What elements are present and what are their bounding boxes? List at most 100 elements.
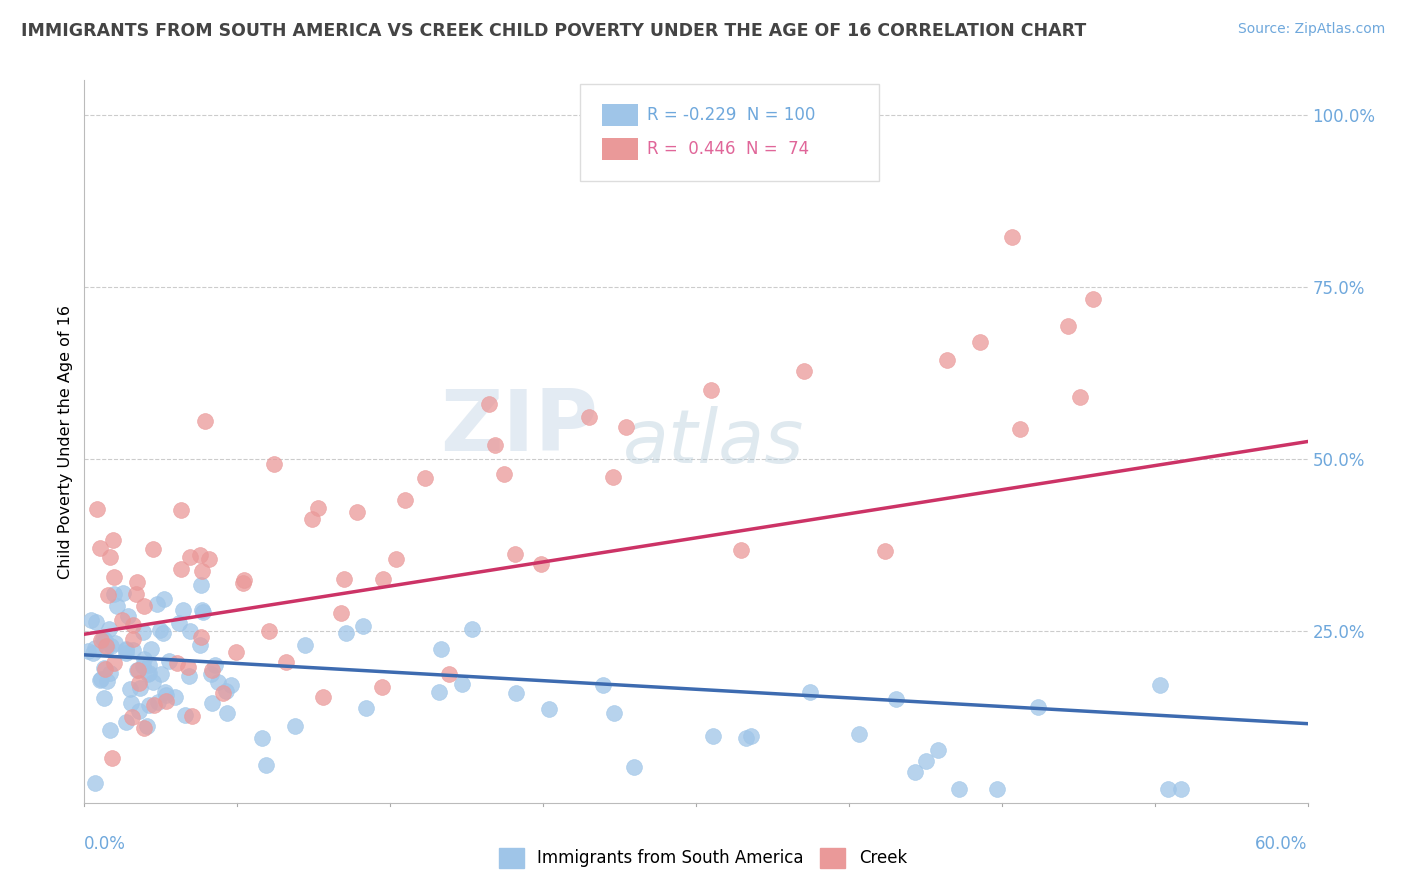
Point — [120, 697, 142, 711]
Point — [103, 533, 125, 547]
Point — [138, 657, 160, 672]
Point — [211, 686, 233, 700]
Point — [90, 632, 112, 647]
Point — [117, 609, 139, 624]
Point — [111, 586, 134, 600]
FancyBboxPatch shape — [579, 84, 880, 181]
Point — [179, 624, 201, 639]
Point — [177, 660, 200, 674]
Point — [385, 551, 408, 566]
Point — [354, 701, 377, 715]
Point — [1149, 678, 1171, 692]
Point — [103, 587, 125, 601]
Point — [163, 690, 186, 704]
Point — [263, 458, 285, 472]
Point — [875, 544, 897, 558]
Point — [284, 719, 307, 733]
Point — [173, 708, 195, 723]
Point — [792, 364, 814, 378]
Point — [149, 623, 172, 637]
Point — [936, 353, 959, 368]
Point — [132, 624, 155, 639]
Point — [181, 709, 204, 723]
Point — [492, 467, 515, 481]
Point — [439, 667, 461, 681]
Point — [115, 647, 138, 661]
Point — [352, 619, 374, 633]
Text: 0.0%: 0.0% — [84, 835, 127, 854]
Point — [138, 698, 160, 713]
Point — [848, 727, 870, 741]
Point — [1057, 319, 1080, 334]
Point — [121, 710, 143, 724]
Point — [104, 636, 127, 650]
Point — [152, 626, 174, 640]
Point — [114, 714, 136, 729]
Point — [159, 654, 181, 668]
Point — [294, 638, 316, 652]
Point — [103, 570, 125, 584]
Point — [948, 782, 970, 797]
Point — [451, 677, 474, 691]
Point — [740, 729, 762, 743]
Point — [592, 678, 614, 692]
Point — [427, 685, 450, 699]
Point — [1156, 782, 1178, 797]
Point — [138, 666, 160, 681]
Legend: Immigrants from South America, Creek: Immigrants from South America, Creek — [492, 841, 914, 875]
Point — [602, 470, 624, 484]
Point — [603, 706, 626, 721]
Point — [276, 655, 298, 669]
Point — [136, 666, 159, 681]
Point — [730, 542, 752, 557]
Point — [132, 599, 155, 613]
Point — [503, 547, 526, 561]
Point — [332, 572, 354, 586]
Point — [100, 751, 122, 765]
Point — [221, 678, 243, 692]
Point — [232, 575, 254, 590]
Point — [84, 776, 107, 790]
Point — [97, 588, 120, 602]
Point — [167, 616, 190, 631]
Text: IMMIGRANTS FROM SOUTH AMERICA VS CREEK CHILD POVERTY UNDER THE AGE OF 16 CORRELA: IMMIGRANTS FROM SOUTH AMERICA VS CREEK C… — [21, 22, 1087, 40]
Point — [915, 754, 938, 768]
Point — [904, 765, 927, 780]
Point — [1001, 229, 1024, 244]
Point — [346, 505, 368, 519]
Point — [529, 557, 551, 571]
Point — [190, 577, 212, 591]
Point — [371, 572, 394, 586]
Point — [127, 663, 149, 677]
Point — [505, 686, 527, 700]
Point — [884, 692, 907, 706]
Point — [103, 656, 125, 670]
Point — [204, 658, 226, 673]
Point — [84, 615, 107, 630]
Point — [225, 645, 247, 659]
Point — [307, 501, 329, 516]
Point — [118, 682, 141, 697]
Text: ZIP: ZIP — [440, 385, 598, 468]
Point — [98, 549, 121, 564]
Point — [96, 674, 118, 689]
Bar — [602, 138, 638, 160]
Point — [93, 661, 115, 675]
Point — [98, 723, 121, 737]
Point — [578, 410, 600, 425]
Point — [150, 666, 173, 681]
Point — [170, 562, 193, 576]
Point — [145, 597, 167, 611]
Point — [152, 591, 174, 606]
Point — [254, 758, 277, 772]
Point — [430, 642, 453, 657]
Point — [927, 743, 949, 757]
Point — [200, 666, 222, 681]
Point — [329, 606, 352, 620]
Point — [98, 665, 121, 680]
Point — [1008, 422, 1031, 436]
Point — [179, 550, 201, 565]
Point — [194, 414, 217, 428]
Point — [153, 685, 176, 699]
Point — [207, 675, 229, 690]
